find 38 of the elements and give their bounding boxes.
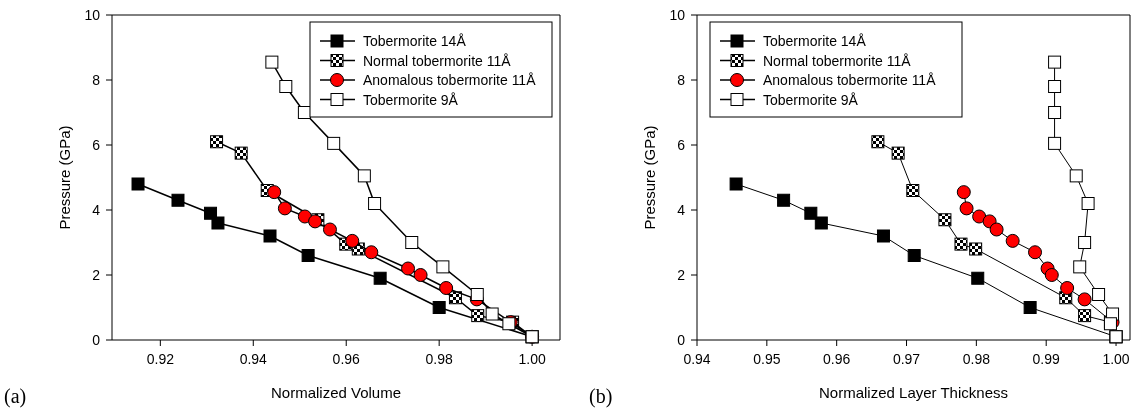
y-tick-label: 8 (92, 72, 101, 88)
legend-label: Normal tobermorite 11Å (363, 52, 512, 69)
legend-label: Tobermorite 9Å (363, 91, 459, 108)
y-axis-title: Pressure (GPa) (56, 125, 73, 230)
x-tick-label: 0.94 (239, 351, 268, 367)
text: (a) (4, 385, 27, 408)
x-tick-label: 0.97 (892, 351, 921, 367)
x-tick-label: 0.96 (823, 351, 851, 367)
y-tick-label: 2 (92, 267, 101, 283)
y-tick-label: 4 (677, 202, 686, 218)
legend-label: Anomalous tobermorite 11Å (363, 72, 537, 88)
x-tick-label: 0.92 (146, 351, 175, 367)
y-tick-label: 6 (677, 137, 686, 153)
x-axis-title: Normalized Volume (270, 384, 402, 401)
y-tick-label: 10 (669, 7, 686, 23)
y-tick-label: 4 (92, 202, 101, 218)
y-tick-label: 8 (677, 72, 686, 88)
x-tick-label: 1.00 (518, 351, 546, 367)
y-tick-label: 6 (92, 137, 101, 153)
y-tick-label: 0 (92, 332, 101, 348)
text: (b) (589, 385, 613, 408)
legend-label: Normal tobermorite 11Å (763, 52, 912, 69)
y-tick-label: 10 (84, 7, 101, 23)
legend-label: Tobermorite 9Å (763, 91, 859, 108)
x-tick-label: 0.99 (1032, 351, 1061, 367)
x-tick-label: 0.98 (425, 351, 454, 367)
legend-label: Anomalous tobermorite 11Å (763, 72, 937, 88)
x-tick-label: 0.98 (962, 351, 991, 367)
y-tick-label: 2 (677, 267, 686, 283)
x-tick-label: 0.95 (753, 351, 781, 367)
x-tick-label: 0.94 (683, 351, 711, 367)
x-tick-label: 1.00 (1102, 351, 1130, 367)
x-tick-label: 0.96 (332, 351, 361, 367)
x-axis-title: Normalized Layer Thickness (819, 384, 1008, 401)
legend-label: Tobermorite 14Å (763, 33, 867, 49)
y-axis-title: Pressure (GPa) (641, 125, 658, 230)
y-tick-label: 0 (677, 332, 686, 348)
legend-label: Tobermorite 14Å (363, 33, 467, 49)
